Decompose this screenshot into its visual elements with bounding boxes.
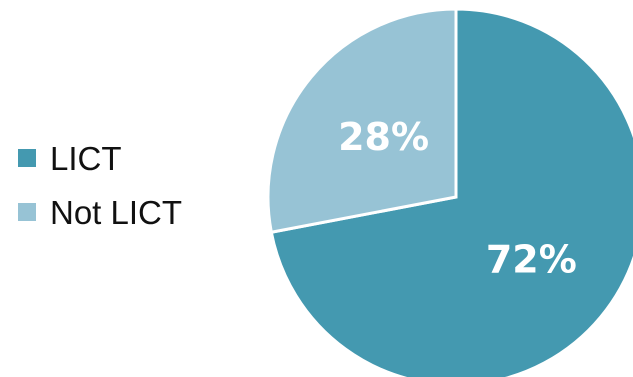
pie-label-lict: 72% — [486, 237, 577, 281]
pie-slices — [266, 7, 633, 377]
legend-item-not-lict: Not LICT — [18, 194, 182, 230]
pie-labels: 72% 28% — [338, 115, 577, 281]
pie-slice-lict — [269, 7, 633, 377]
legend-item-lict: LICT — [18, 140, 182, 176]
legend: LICT Not LICT — [18, 140, 182, 248]
legend-swatch-not-lict — [18, 203, 36, 221]
pie-label-not-lict: 28% — [338, 115, 429, 159]
legend-label-lict: LICT — [50, 139, 122, 177]
legend-label-not-lict: Not LICT — [50, 193, 183, 231]
legend-swatch-lict — [18, 149, 36, 167]
pie-slice-not-lict — [266, 7, 458, 234]
